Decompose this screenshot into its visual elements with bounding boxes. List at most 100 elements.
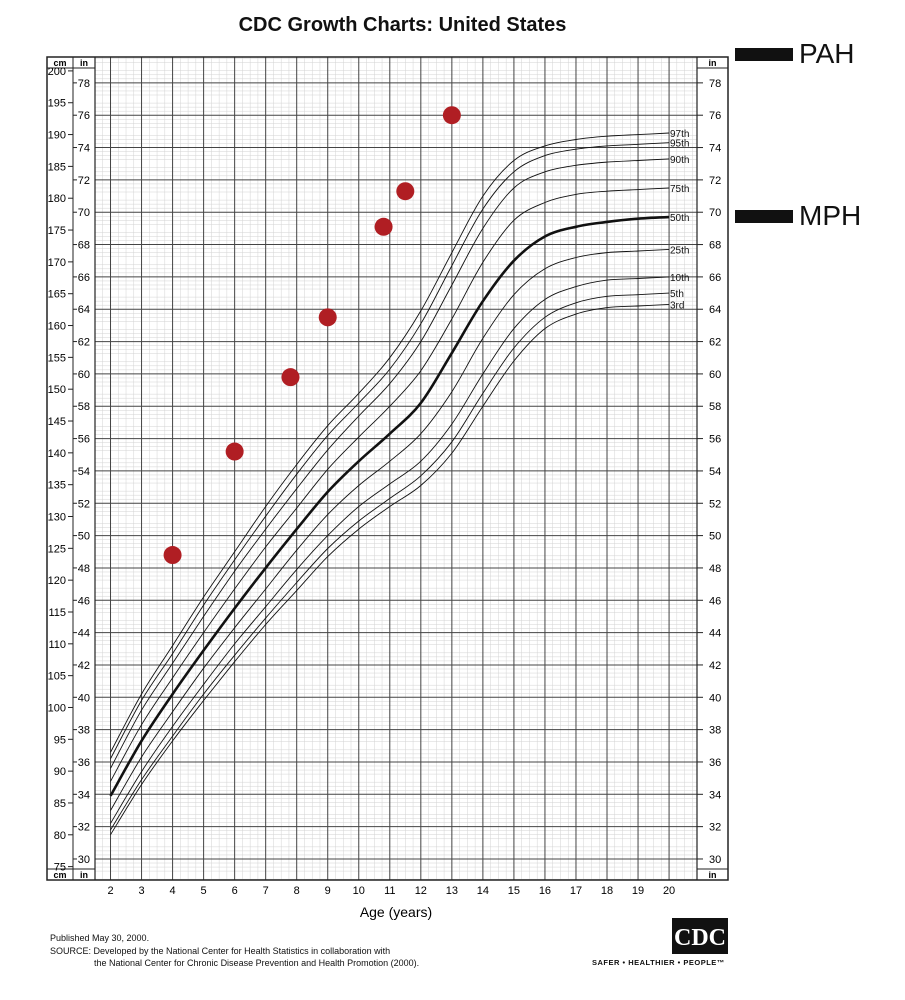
in-tick-label-right: 62 bbox=[709, 337, 721, 349]
in-tick-label-right: 60 bbox=[709, 369, 721, 381]
in-tick-label-left: 56 bbox=[78, 434, 90, 446]
source-line-1: SOURCE: Developed by the National Center… bbox=[50, 946, 391, 956]
unit-label-cm: cm bbox=[53, 870, 66, 880]
cm-tick-label: 175 bbox=[48, 225, 66, 237]
x-tick-label: 4 bbox=[170, 885, 176, 897]
cm-tick-label: 140 bbox=[48, 448, 66, 460]
percentile-curve-10th bbox=[110, 276, 670, 824]
chart-title: CDC Growth Charts: United States bbox=[238, 14, 567, 36]
cm-tick-label: 110 bbox=[48, 639, 66, 651]
x-tick-label: 11 bbox=[384, 885, 395, 897]
in-tick-label-right: 38 bbox=[709, 725, 721, 737]
cm-tick-label: 180 bbox=[48, 193, 66, 205]
in-tick-label-right: 58 bbox=[709, 401, 721, 413]
percentile-label-3rd: 3rd bbox=[670, 300, 684, 311]
cm-tick-label: 90 bbox=[54, 766, 66, 778]
mph-marker: MPH bbox=[735, 200, 861, 232]
percentile-curve-95th bbox=[110, 142, 670, 759]
in-tick-label-right: 68 bbox=[709, 240, 721, 252]
source-line-2: the National Center for Chronic Disease … bbox=[94, 958, 420, 968]
in-tick-label-right: 76 bbox=[709, 110, 721, 122]
in-tick-label-left: 68 bbox=[78, 240, 90, 252]
x-tick-label: 6 bbox=[232, 885, 238, 897]
measurement-point bbox=[318, 308, 337, 327]
in-tick-label-left: 66 bbox=[78, 272, 90, 284]
in-tick-label-right: 52 bbox=[709, 498, 721, 510]
in-tick-label-left: 32 bbox=[78, 822, 90, 834]
percentile-label-75th: 75th bbox=[670, 184, 689, 195]
in-tick-label-right: 40 bbox=[709, 692, 721, 704]
in-tick-label-left: 70 bbox=[78, 207, 90, 219]
pah-marker-bar bbox=[735, 47, 793, 61]
cm-tick-label: 75 bbox=[54, 862, 66, 874]
in-tick-label-right: 70 bbox=[709, 207, 721, 219]
in-tick-label-left: 46 bbox=[78, 595, 90, 607]
cm-tick-label: 95 bbox=[54, 734, 66, 746]
cm-tick-label: 155 bbox=[48, 352, 66, 364]
in-tick-label-left: 36 bbox=[78, 757, 90, 769]
cm-tick-label: 130 bbox=[48, 512, 66, 524]
x-tick-label: 12 bbox=[415, 885, 427, 897]
cm-tick-label: 195 bbox=[48, 98, 66, 110]
in-tick-label-left: 48 bbox=[78, 563, 90, 575]
in-tick-label-right: 56 bbox=[709, 434, 721, 446]
cm-tick-label: 160 bbox=[48, 321, 66, 333]
measurement-point bbox=[442, 106, 461, 125]
in-tick-label-right: 50 bbox=[709, 531, 721, 543]
measurement-point bbox=[225, 442, 244, 461]
measurement-point bbox=[281, 368, 300, 387]
in-tick-label-left: 72 bbox=[78, 175, 90, 187]
cm-tick-label: 80 bbox=[54, 830, 66, 842]
percentile-curve-3rd bbox=[110, 303, 670, 835]
unit-label-in: in bbox=[709, 870, 717, 880]
in-tick-label-left: 78 bbox=[78, 78, 90, 90]
x-tick-label: 9 bbox=[325, 885, 331, 897]
x-tick-label: 15 bbox=[508, 885, 520, 897]
percentile-label-10th: 10th bbox=[670, 273, 689, 284]
cm-tick-label: 135 bbox=[48, 480, 66, 492]
x-tick-label: 14 bbox=[477, 885, 489, 897]
measurement-point bbox=[396, 182, 415, 201]
published-note: Published May 30, 2000. bbox=[50, 933, 150, 943]
in-tick-label-left: 50 bbox=[78, 531, 90, 543]
source-note: SOURCE: Developed by the National Center… bbox=[50, 945, 500, 969]
in-tick-label-left: 62 bbox=[78, 337, 90, 349]
in-tick-label-left: 60 bbox=[78, 369, 90, 381]
in-tick-label-left: 42 bbox=[78, 660, 90, 672]
cm-tick-label: 150 bbox=[48, 384, 66, 396]
x-tick-label: 7 bbox=[263, 885, 269, 897]
in-tick-label-right: 32 bbox=[709, 822, 721, 834]
percentile-curve-75th bbox=[110, 187, 670, 782]
percentile-curve-5th bbox=[110, 292, 670, 831]
in-tick-label-left: 74 bbox=[78, 143, 90, 155]
mph-marker-bar bbox=[735, 209, 793, 223]
cm-tick-label: 105 bbox=[48, 671, 66, 683]
in-tick-label-right: 46 bbox=[709, 595, 721, 607]
x-tick-label: 13 bbox=[446, 885, 458, 897]
in-tick-label-right: 48 bbox=[709, 563, 721, 575]
in-tick-label-right: 30 bbox=[709, 854, 721, 866]
cm-tick-label: 120 bbox=[48, 575, 66, 587]
unit-label-in: in bbox=[709, 58, 717, 68]
measurement-point bbox=[163, 546, 182, 565]
cm-tick-label: 165 bbox=[48, 289, 66, 301]
cm-tick-label: 115 bbox=[48, 607, 66, 619]
in-tick-label-left: 58 bbox=[78, 401, 90, 413]
in-tick-label-left: 76 bbox=[78, 110, 90, 122]
percentile-label-97th: 97th bbox=[670, 129, 689, 140]
cm-tick-label: 145 bbox=[48, 416, 66, 428]
percentile-label-95th: 95th bbox=[670, 139, 689, 150]
in-tick-label-left: 30 bbox=[78, 854, 90, 866]
cdc-logo-text: CDC bbox=[674, 925, 726, 951]
in-tick-label-right: 66 bbox=[709, 272, 721, 284]
chart-frame bbox=[46, 56, 729, 881]
percentile-label-50th: 50th bbox=[670, 213, 689, 224]
x-tick-label: 16 bbox=[539, 885, 551, 897]
cm-tick-label: 125 bbox=[48, 543, 66, 555]
measurement-point bbox=[374, 217, 393, 236]
percentile-curve-90th bbox=[110, 158, 670, 769]
mph-label: MPH bbox=[799, 200, 862, 231]
cm-tick-label: 170 bbox=[48, 257, 66, 269]
x-tick-label: 10 bbox=[353, 885, 365, 897]
